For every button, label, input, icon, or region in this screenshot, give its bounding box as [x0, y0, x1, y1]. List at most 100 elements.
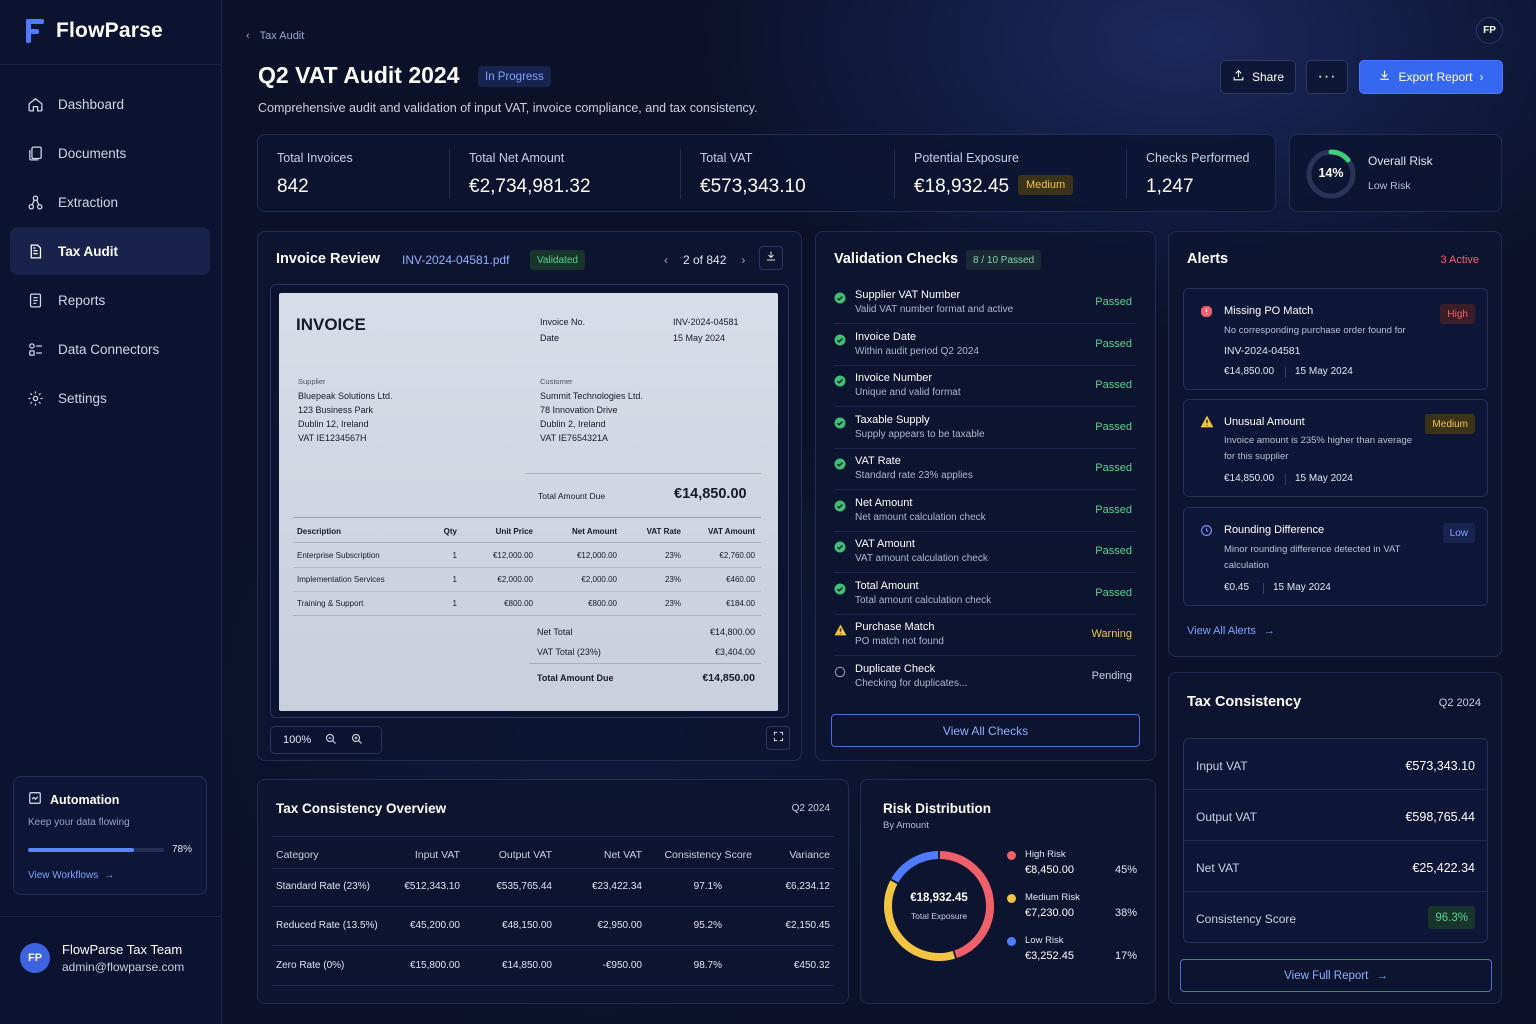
check-status: Passed [1095, 296, 1132, 308]
breadcrumb[interactable]: ‹ Tax Audit [246, 30, 304, 42]
exposure-severity-badge: Medium [1018, 175, 1074, 195]
alert-date: 15 May 2024 [1295, 366, 1353, 377]
view-all-alerts-link[interactable]: View All Alerts → [1187, 625, 1275, 637]
arrow-right-icon: → [1376, 969, 1388, 982]
alert-card-rounding[interactable]: Rounding Difference Low Minor rounding d… [1183, 507, 1488, 606]
check-status: Passed [1095, 503, 1132, 516]
validation-check-row[interactable]: Invoice Date Within audit period Q2 2024 P… [834, 331, 1134, 371]
alerts-panel: Alerts 3 Active Missing PO Match High No… [1168, 231, 1502, 657]
download-invoice-button[interactable] [759, 246, 783, 270]
sidebar-nav: Dashboard Documents Extraction Tax Audit… [10, 80, 210, 423]
check-name: Taxable Supply [855, 413, 930, 426]
zoom-in-icon[interactable] [351, 733, 363, 748]
alert-card-unusual-amount[interactable]: Unusual Amount Medium Invoice amount is … [1183, 399, 1488, 497]
cell-net-vat: €2,950.00 [597, 920, 643, 931]
line-item-rate: 23% [664, 575, 681, 584]
sidebar-item-documents[interactable]: Documents [10, 129, 210, 177]
logo-mark-icon [26, 19, 46, 43]
share-button[interactable]: Share [1220, 60, 1296, 94]
tax-row-consistency-score: Consistency Score 96.3% [1184, 892, 1487, 943]
view-all-checks-button[interactable]: View All Checks [831, 714, 1140, 747]
cell-score: 97.1% [693, 881, 722, 892]
sidebar-item-tax-audit[interactable]: Tax Audit [10, 227, 210, 275]
stat-label: Total VAT [700, 151, 753, 165]
cell-variance: €450.32 [793, 960, 830, 971]
chevron-left-icon[interactable]: ‹ [664, 253, 668, 267]
doc-divider [293, 542, 761, 543]
invoice-file-name[interactable]: INV-2024-04581.pdf [402, 253, 510, 267]
stat-label: Total Net Amount [469, 151, 565, 165]
invoice-no-label: Invoice No. [540, 317, 586, 327]
check-status: Warning [1091, 628, 1132, 640]
export-report-button[interactable]: Export Report › [1359, 60, 1503, 94]
cell-score: 95.2% [693, 920, 722, 931]
alert-title: Unusual Amount [1224, 416, 1305, 428]
validation-check-row[interactable]: Supplier VAT Number Valid VAT number form… [834, 289, 1134, 329]
sidebar-item-dashboard[interactable]: Dashboard [10, 80, 210, 128]
validation-check-row[interactable]: Total Amount Total amount calculation che… [834, 580, 1134, 620]
validated-badge: Validated [530, 250, 585, 270]
stat-divider [894, 149, 895, 199]
sidebar-item-label: Documents [58, 145, 127, 161]
more-options-button[interactable]: ··· [1306, 60, 1348, 94]
cell-variance: €6,234.12 [785, 881, 831, 892]
alert-high-icon [1200, 305, 1213, 323]
risk-distribution-panel: Risk Distribution By Amount €18,932.45 T… [860, 779, 1156, 1004]
risk-distribution-subtitle: By Amount [883, 820, 929, 831]
chevron-right-icon[interactable]: › [741, 253, 746, 267]
validation-check-row[interactable]: Purchase Match PO match not found Warning [834, 621, 1134, 661]
view-workflows-link[interactable]: View Workflows → [28, 870, 192, 881]
supplier-label: Supplier [298, 377, 326, 386]
invoice-heading: INVOICE [296, 315, 366, 334]
legend-percent: 38% [1114, 907, 1137, 919]
view-full-report-button[interactable]: View Full Report → [1180, 959, 1492, 992]
automation-icon [28, 791, 42, 808]
page-description: Comprehensive audit and validation of in… [258, 101, 758, 115]
automation-subtitle: Keep your data flowing [28, 817, 130, 828]
check-circle-icon [834, 499, 846, 511]
line-item-vat: €2,760.00 [719, 551, 755, 560]
risk-percent: 14% [1318, 166, 1344, 180]
cell-category: Standard Rate (23%) [276, 881, 370, 892]
row-divider [834, 489, 1136, 490]
check-name: Duplicate Check [855, 662, 936, 675]
header-avatar[interactable]: FP [1476, 17, 1503, 44]
fullscreen-button[interactable] [766, 726, 790, 750]
tax-audit-icon [26, 242, 44, 260]
validation-check-row[interactable]: VAT Rate Standard rate 23% applies Passed [834, 455, 1134, 495]
sidebar-item-data-connectors[interactable]: Data Connectors [10, 325, 210, 373]
validation-check-row[interactable]: VAT Amount VAT amount calculation check Pa… [834, 538, 1134, 578]
stat-value: 842 [277, 176, 309, 197]
check-description: Standard rate 23% applies [855, 470, 973, 481]
validation-check-row[interactable]: Invoice Number Unique and valid format Pas… [834, 372, 1134, 412]
legend-amount: €8,450.00 [1025, 864, 1074, 876]
sidebar-item-reports[interactable]: Reports [10, 276, 210, 324]
sidebar-item-label: Reports [58, 292, 106, 308]
alert-card-missing-po[interactable]: Missing PO Match High No corresponding p… [1183, 288, 1488, 390]
user-profile[interactable]: FP FlowParse Tax Team admin@flowparse.co… [20, 942, 184, 974]
sidebar-divider-bottom [0, 916, 222, 917]
supplier-line: Bluepeak Solutions Ltd. [298, 391, 393, 401]
legend-percent: 17% [1114, 950, 1137, 962]
line-item-qty: 1 [452, 575, 457, 584]
zoom-out-icon[interactable] [325, 733, 337, 748]
legend-amount: €7,230.00 [1025, 907, 1074, 919]
alert-text: Minor rounding difference detected in VA… [1224, 544, 1401, 571]
validation-check-row[interactable]: Net Amount Net amount calculation check Pa… [834, 497, 1134, 537]
check-circle-icon [834, 333, 846, 345]
reports-icon [26, 291, 44, 309]
validation-check-row[interactable]: Taxable Supply Supply appears to be taxab… [834, 414, 1134, 454]
validation-check-row[interactable]: Duplicate Check Checking for duplicates..… [834, 663, 1134, 703]
logo[interactable]: FlowParse [26, 18, 163, 44]
sidebar-item-extraction[interactable]: Extraction [10, 178, 210, 226]
stat-value-wrap: €18,932.45 Medium [914, 175, 1074, 198]
customer-line: 78 Innovation Drive [540, 405, 618, 415]
line-item-description: Implementation Services [297, 575, 385, 584]
check-description: Checking for duplicates... [855, 677, 968, 689]
alerts-title: Alerts [1187, 251, 1229, 267]
overall-risk-card: 14% Overall Risk Low Risk [1289, 134, 1502, 212]
sidebar-item-settings[interactable]: Settings [10, 374, 210, 422]
alert-severity-badge: Low [1442, 523, 1475, 543]
legend-dot [1007, 937, 1016, 946]
check-status: Passed [1095, 379, 1132, 391]
